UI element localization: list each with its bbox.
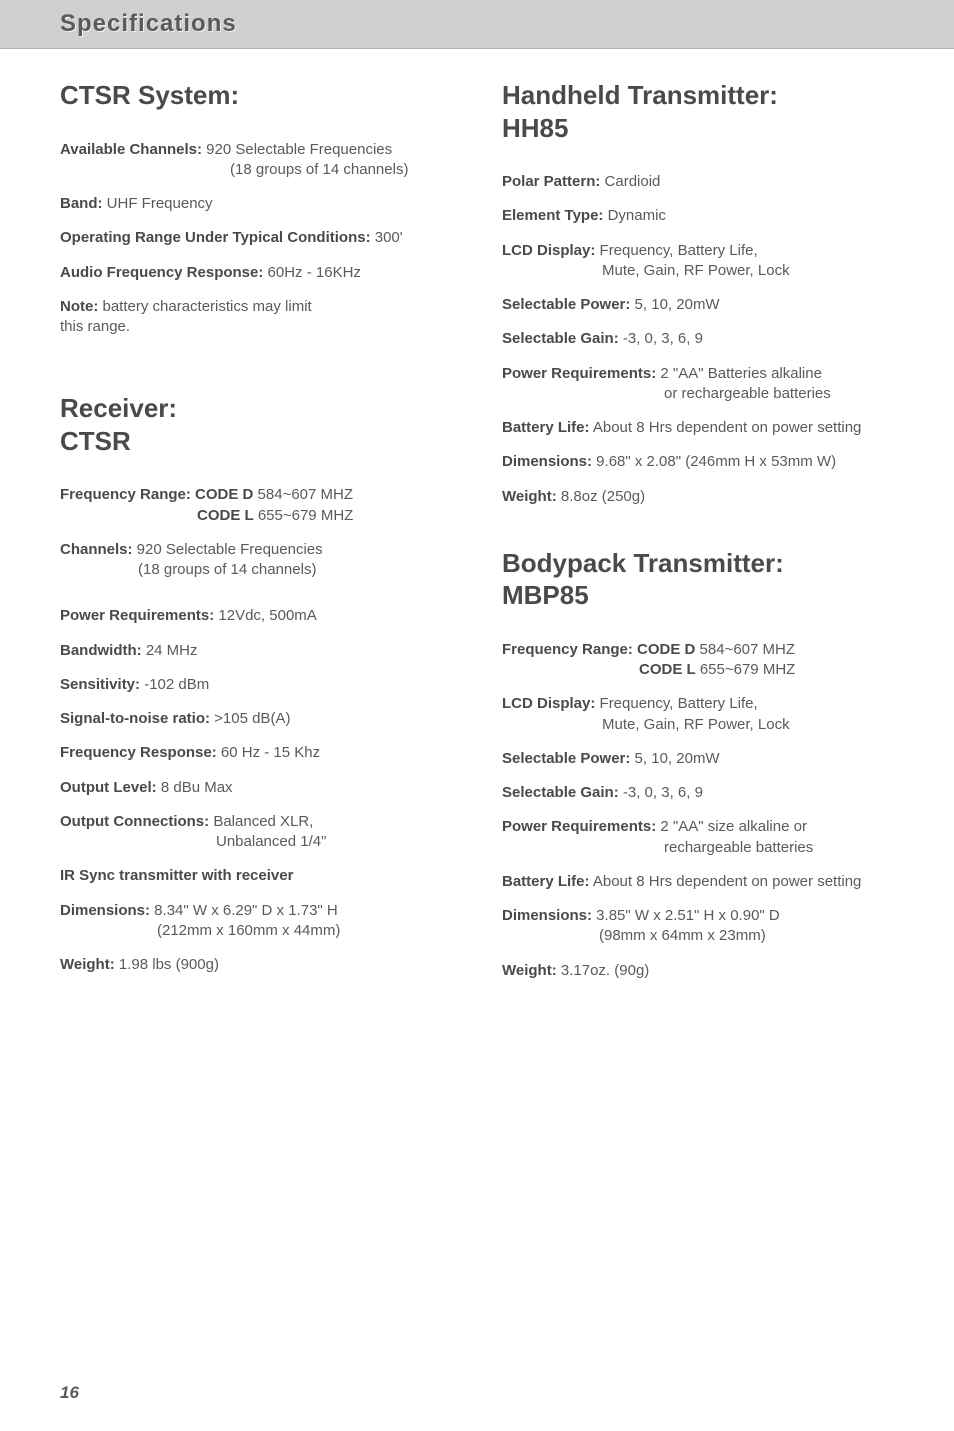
spec-hh-sg: Selectable Gain: -3, 0, 3, 6, 9 [502, 329, 904, 349]
spec-range: Operating Range Under Typical Conditions… [60, 228, 462, 248]
spec-rx-freq: Frequency Range: CODE D 584~607 MHZCODE … [60, 485, 462, 526]
hh-title: Handheld Transmitter: HH85 [502, 79, 904, 144]
spec-bp-dim: Dimensions: 3.85" W x 2.51" H x 0.90" D … [502, 906, 904, 947]
spec-hh-polar: Polar Pattern: Cardioid [502, 172, 904, 192]
spec-bp-wt: Weight: 3.17oz. (90g) [502, 961, 904, 981]
spec-rx-ch: Channels: 920 Selectable Frequencies(18 … [60, 540, 462, 581]
spec-hh-lcd: LCD Display: Frequency, Battery Life,Mut… [502, 241, 904, 282]
spec-rx-wt: Weight: 1.98 lbs (900g) [60, 955, 462, 975]
spec-band: Band: UHF Frequency [60, 194, 462, 214]
spec-hh-pr: Power Requirements: 2 "AA" Batteries alk… [502, 364, 904, 405]
spec-rx-out: Output Level: 8 dBu Max [60, 778, 462, 798]
spec-hh-wt: Weight: 8.8oz (250g) [502, 487, 904, 507]
header-bar: Specifications [0, 0, 954, 49]
spec-bp-pr: Power Requirements: 2 "AA" size alkaline… [502, 817, 904, 858]
spec-rx-dim: Dimensions: 8.34" W x 6.29" D x 1.73" H(… [60, 901, 462, 942]
spec-rx-bw: Bandwidth: 24 MHz [60, 641, 462, 661]
spec-rx-conn: Output Connections: Balanced XLR,Unbalan… [60, 812, 462, 853]
spec-hh-dim: Dimensions: 9.68" x 2.08" (246mm H x 53m… [502, 452, 904, 472]
receiver-title: Receiver: CTSR [60, 392, 462, 457]
spec-rx-fr: Frequency Response: 60 Hz - 15 Khz [60, 743, 462, 763]
spec-afr: Audio Frequency Response: 60Hz - 16KHz [60, 263, 462, 283]
system-title: CTSR System: [60, 79, 462, 112]
spec-note: Note: battery characteristics may limitt… [60, 297, 462, 338]
left-column: CTSR System: Available Channels: 920 Sel… [60, 79, 487, 995]
spec-bp-lcd: LCD Display: Frequency, Battery Life,Mut… [502, 694, 904, 735]
spec-bp-sg: Selectable Gain: -3, 0, 3, 6, 9 [502, 783, 904, 803]
spec-rx-ir: IR Sync transmitter with receiver [60, 866, 462, 886]
content-area: CTSR System: Available Channels: 920 Sel… [0, 49, 954, 995]
spec-channels: Available Channels: 920 Selectable Frequ… [60, 140, 462, 181]
spec-bp-freq: Frequency Range: CODE D 584~607 MHZCODE … [502, 640, 904, 681]
spec-rx-sens: Sensitivity: -102 dBm [60, 675, 462, 695]
page-number: 16 [60, 1383, 79, 1403]
spec-hh-elem: Element Type: Dynamic [502, 206, 904, 226]
spec-bp-bl: Battery Life: About 8 Hrs dependent on p… [502, 872, 904, 892]
right-column: Handheld Transmitter: HH85 Polar Pattern… [487, 79, 904, 995]
spec-hh-bl: Battery Life: About 8 Hrs dependent on p… [502, 418, 904, 438]
spec-rx-power: Power Requirements: 12Vdc, 500mA [60, 606, 462, 626]
bp-title: Bodypack Transmitter: MBP85 [502, 547, 904, 612]
spec-hh-sp: Selectable Power: 5, 10, 20mW [502, 295, 904, 315]
page-header-title: Specifications [60, 10, 237, 37]
spec-bp-sp: Selectable Power: 5, 10, 20mW [502, 749, 904, 769]
spec-rx-snr: Signal-to-noise ratio: >105 dB(A) [60, 709, 462, 729]
